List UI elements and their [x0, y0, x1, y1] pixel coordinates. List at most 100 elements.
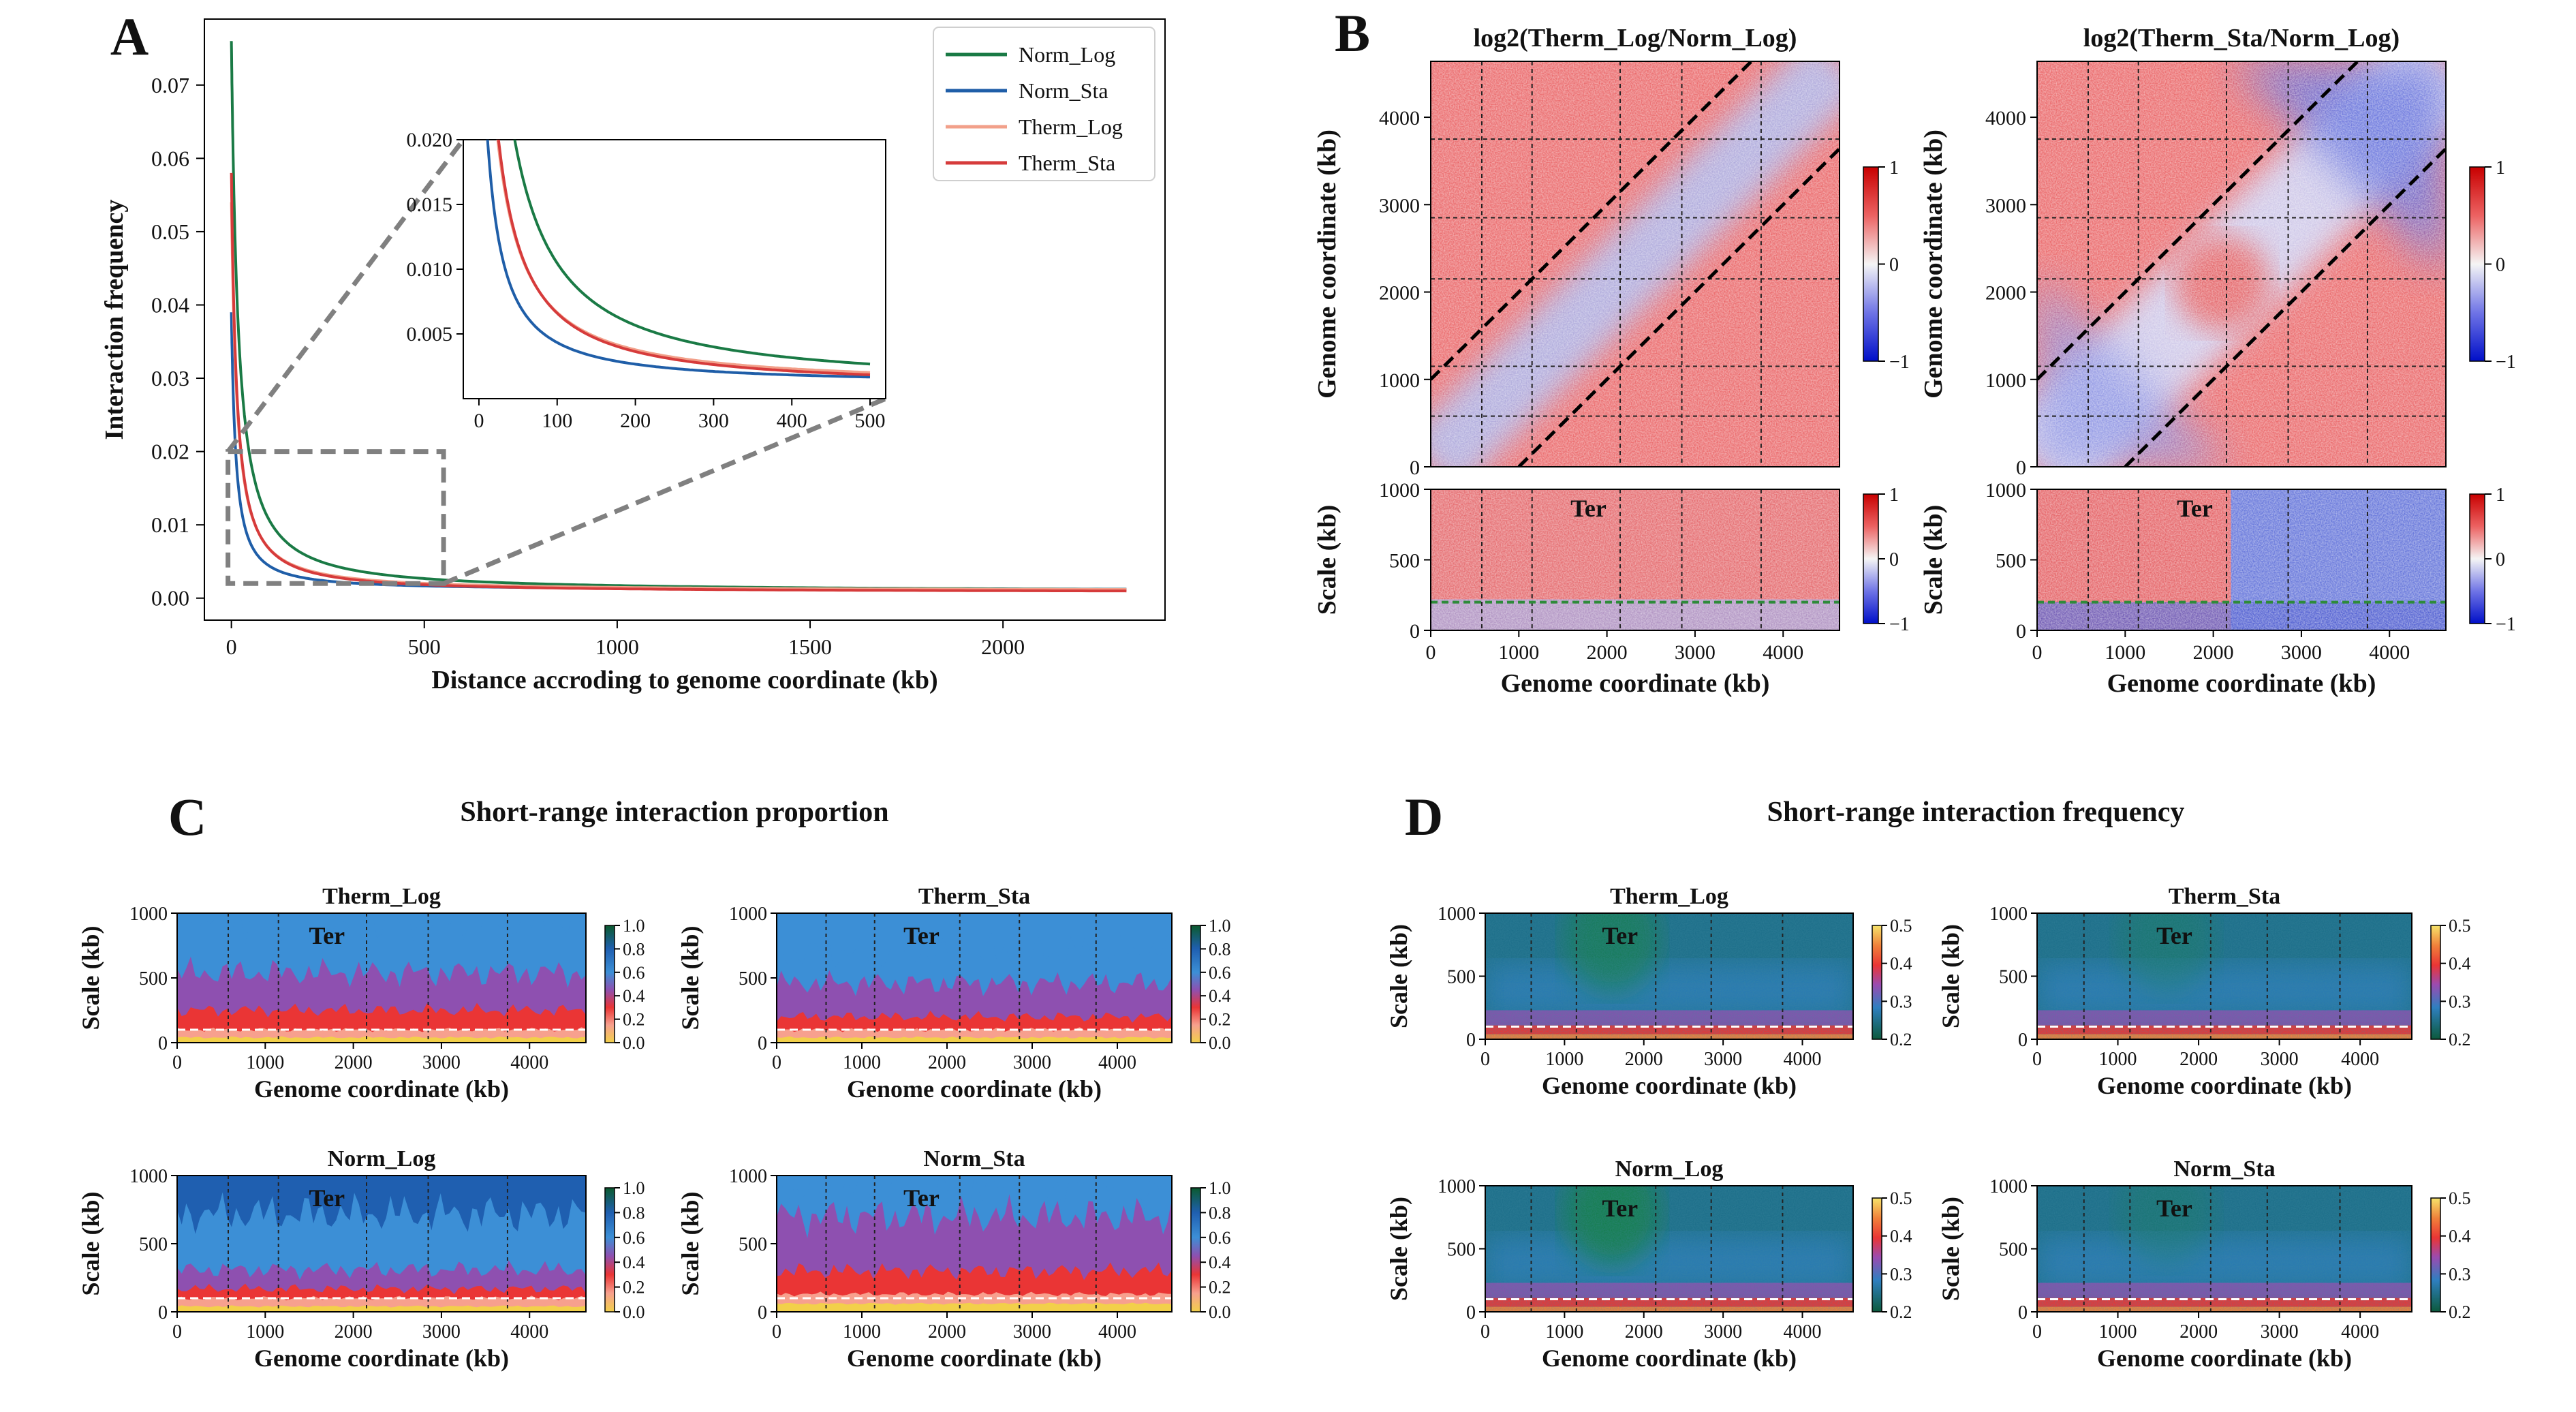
heatmap-noise	[2037, 1186, 2412, 1312]
x-tick-label: 1000	[2099, 1049, 2137, 1070]
x-tick-label: 3000	[2281, 641, 2322, 664]
y-tick-label: 1000	[129, 904, 168, 925]
inset-y-tick-label: 0.010	[407, 258, 453, 281]
x-tick-label: 4000	[1763, 641, 1803, 664]
x-axis-label: Genome coordinate (kb)	[847, 1345, 1102, 1372]
x-tick-label: 3000	[1013, 1052, 1051, 1073]
colorbar-tick-label: 0.6	[1209, 1228, 1231, 1248]
y-tick-label: 500	[1999, 967, 2028, 988]
y-axis-label: Scale (kb)	[1313, 505, 1341, 615]
colorbar-tick-label: 0.5	[1890, 1188, 1912, 1208]
inset-series-line-therm_sta	[497, 140, 871, 376]
ter-label: Ter	[309, 1184, 345, 1212]
inset-x-tick-label: 100	[542, 410, 572, 432]
heatmap-noise	[2037, 913, 2412, 1039]
x-tick-label: 1000	[843, 1321, 881, 1342]
scale-noise	[2037, 489, 2446, 630]
colorbar-tick-label: 0.6	[1209, 963, 1231, 983]
x-tick-label: 1000	[1498, 641, 1539, 664]
panel-c: C Short-range interaction proportion 0 500 1…	[77, 787, 1231, 1372]
inset-x-tick-label: 500	[855, 410, 886, 432]
panel-frame	[2036, 1185, 2412, 1313]
y-tick-label: 0.02	[151, 440, 189, 464]
y-tick-label: 1000	[1379, 369, 1420, 392]
x-tick-label: 2000	[2179, 1049, 2218, 1070]
colorbar-tick-label: 0.3	[1890, 1264, 1912, 1284]
ter-label: Ter	[1602, 1195, 1639, 1222]
inset-x-tick-label: 200	[620, 410, 651, 432]
y-axis-label: Scale (kb)	[1385, 924, 1412, 1028]
legend-entry: Norm_Log	[1019, 42, 1115, 67]
y-tick-label: 0.05	[151, 219, 189, 244]
y-tick-label: 0.01	[151, 512, 189, 537]
x-tick-label: 1500	[788, 634, 832, 659]
x-axis-label: Genome coordinate (kb)	[254, 1345, 509, 1372]
panel-title: Norm_Log	[1615, 1156, 1724, 1182]
panel-title: Therm_Log	[322, 884, 441, 909]
inset-series-line-norm_sta	[486, 140, 871, 379]
panel-a: A0 500 1000 1500 20000.000.010.020.030.040.0…	[100, 7, 1166, 694]
colorbar-tick-label: 0.4	[1209, 1253, 1231, 1272]
y-axis-label: Scale (kb)	[77, 926, 104, 1030]
colorbar-tick-label: 0.2	[1209, 1010, 1231, 1030]
colorbar-tick-label: 0.0	[1209, 1033, 1231, 1053]
frequency-heatmap	[1485, 1186, 1853, 1312]
y-tick-label: 1000	[1438, 904, 1476, 925]
x-axis-label: Genome coordinate (kb)	[1542, 1345, 1797, 1372]
x-tick-label: 0	[172, 1321, 182, 1342]
legend-entry: Therm_Sta	[1019, 151, 1115, 175]
proportion-area	[177, 913, 586, 1043]
y-axis-label: Interaction frequency	[100, 200, 129, 440]
y-tick-label: 0	[1410, 457, 1420, 479]
map-noise	[2037, 61, 2446, 467]
colorbar-tick-label: 0.0	[1209, 1302, 1231, 1322]
diff-title: log2(Therm_Sta/Norm_Log)	[2083, 24, 2400, 52]
y-tick-label: 500	[739, 1234, 767, 1255]
area-band	[777, 1302, 1172, 1312]
x-tick-label: 0	[772, 1052, 781, 1073]
colorbar	[1190, 925, 1201, 1043]
x-tick-label: 4000	[1784, 1321, 1822, 1342]
area-band	[777, 1036, 1172, 1043]
panel-frame	[1485, 1185, 1854, 1313]
colorbar-tick-label: 0.3	[1890, 992, 1912, 1011]
y-tick-label: 500	[1389, 550, 1420, 572]
panel-label-a: A	[110, 7, 149, 66]
y-tick-label: 500	[1996, 550, 2026, 572]
colorbar-tick-label: −1	[1889, 352, 1910, 373]
x-tick-label: 3000	[1013, 1321, 1051, 1342]
colorbar	[1872, 925, 1882, 1040]
inset-series-line-norm_log	[513, 140, 871, 366]
x-tick-label: 3000	[1675, 641, 1716, 664]
colorbar-tick-label: −1	[2496, 352, 2516, 373]
x-tick-label: 4000	[510, 1321, 548, 1342]
x-tick-label: 500	[408, 634, 441, 659]
colorbar-tick-label: 0.2	[1209, 1278, 1231, 1298]
y-tick-label: 0	[2016, 620, 2026, 643]
y-tick-label: 500	[1999, 1240, 2028, 1261]
x-axis-label: Distance accroding to genome coordinate …	[431, 666, 937, 694]
ter-label: Ter	[2156, 1195, 2192, 1222]
inset-y-tick-label: 0.005	[407, 323, 453, 346]
x-tick-label: 4000	[1098, 1321, 1136, 1342]
colorbar-tick-label: 0.4	[2449, 1227, 2471, 1246]
panel-title: Therm_Log	[1610, 884, 1728, 909]
colorbar-tick-label: 0	[1889, 549, 1899, 570]
y-axis-label: Scale (kb)	[1937, 1197, 1964, 1301]
zoom-connector	[442, 396, 887, 586]
y-axis-label: Scale (kb)	[677, 1192, 704, 1296]
zoom-rectangle	[226, 449, 446, 586]
colorbar-tick-label: 0.8	[1209, 939, 1231, 959]
frequency-heatmap	[2037, 913, 2412, 1039]
x-axis-label: Genome coordinate (kb)	[1542, 1072, 1797, 1099]
y-axis-label: Scale (kb)	[1937, 924, 1964, 1028]
colorbar-tick-label: 0.5	[2449, 916, 2471, 936]
colorbar	[604, 1187, 615, 1313]
y-tick-label: 0	[758, 1033, 767, 1054]
colorbar-tick-label: 0.5	[1890, 916, 1912, 936]
y-axis-label: Genome coordinate (kb)	[1919, 129, 1948, 399]
panel-frame	[776, 912, 1173, 1043]
heatmap-noise	[1485, 913, 1853, 1039]
x-tick-label: 0	[1426, 641, 1436, 664]
